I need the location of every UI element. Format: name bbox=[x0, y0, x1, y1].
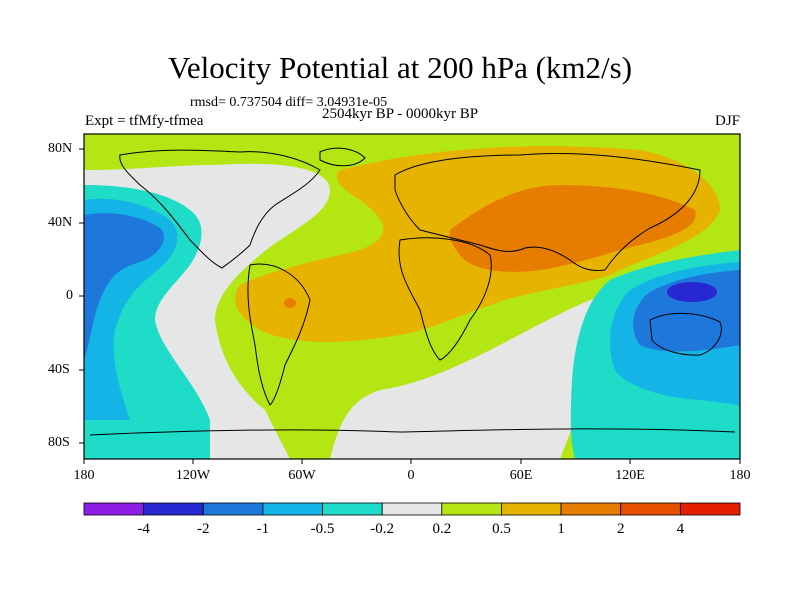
colorbar-swatch bbox=[501, 502, 562, 516]
colorbar-label: -0.5 bbox=[310, 521, 335, 537]
coast-africa bbox=[398, 237, 492, 361]
colorbar-swatch bbox=[560, 502, 622, 516]
field-darkorange-sa bbox=[284, 298, 296, 308]
lon-label-120w: 120W bbox=[175, 468, 211, 483]
colorbar-label: 4 bbox=[676, 521, 685, 537]
lat-label-40n: 40N bbox=[48, 215, 73, 230]
colorbar-label: 0.5 bbox=[492, 521, 511, 537]
colorbar-label: 2 bbox=[616, 521, 625, 537]
coast-australia bbox=[649, 312, 722, 356]
colorbar-swatch bbox=[143, 502, 204, 516]
field-darkorange bbox=[449, 185, 696, 272]
coast-greenland bbox=[319, 147, 366, 167]
field-plot bbox=[84, 134, 740, 459]
colorbar-swatch bbox=[202, 502, 264, 516]
period-label: 2504kyr BP - 0000kyr BP bbox=[321, 106, 479, 122]
colorbar-label: -1 bbox=[256, 521, 270, 537]
colorbar-swatch bbox=[83, 502, 145, 516]
experiment-label: Expt = tfMfy-tfmea bbox=[85, 113, 204, 129]
stats-text: rmsd= 0.737504 diff= 3.04931e-05 bbox=[190, 95, 388, 110]
lat-label-80n: 80N bbox=[48, 141, 73, 156]
lon-label-0: 0 bbox=[407, 468, 415, 483]
map-title: Velocity Potential at 200 hPa (km2/s) bbox=[167, 50, 633, 85]
field-darkblue-east bbox=[667, 282, 717, 302]
colorbar-swatch bbox=[441, 502, 502, 516]
season-label: DJF bbox=[714, 113, 740, 129]
colorbar-label: -4 bbox=[137, 521, 150, 537]
coast-eurasia bbox=[394, 152, 701, 271]
colorbar-swatch bbox=[679, 502, 741, 516]
colorbar bbox=[83, 502, 741, 516]
lat-ticks bbox=[79, 148, 84, 444]
lon-label-60e: 60E bbox=[509, 468, 533, 483]
lon-label-120e: 120E bbox=[615, 468, 645, 483]
lat-label-80s: 80S bbox=[48, 435, 70, 450]
colorbar-label: 0.2 bbox=[432, 521, 452, 537]
lon-label-180e: 180 bbox=[729, 468, 751, 483]
coast-north-america bbox=[119, 149, 321, 269]
colorbar-label: -2 bbox=[197, 521, 210, 537]
field-blue-west bbox=[84, 213, 164, 360]
lon-label-180w: 180 bbox=[73, 468, 95, 483]
coast-south-america bbox=[247, 263, 311, 406]
colorbar-swatch bbox=[620, 502, 681, 516]
lat-label-40s: 40S bbox=[48, 362, 70, 377]
colorbar-swatch bbox=[322, 502, 383, 516]
coastlines bbox=[89, 147, 736, 436]
colorbar-label: 1 bbox=[557, 521, 565, 537]
colorbar-label: -0.2 bbox=[370, 521, 395, 537]
coast-antarctica bbox=[89, 428, 736, 436]
colorbar-swatch bbox=[262, 502, 323, 516]
lon-label-60w: 60W bbox=[288, 468, 316, 483]
lon-ticks bbox=[83, 459, 741, 464]
field-neutral-south bbox=[330, 282, 660, 459]
lat-label-0: 0 bbox=[66, 288, 73, 303]
colorbar-swatch bbox=[381, 502, 443, 516]
